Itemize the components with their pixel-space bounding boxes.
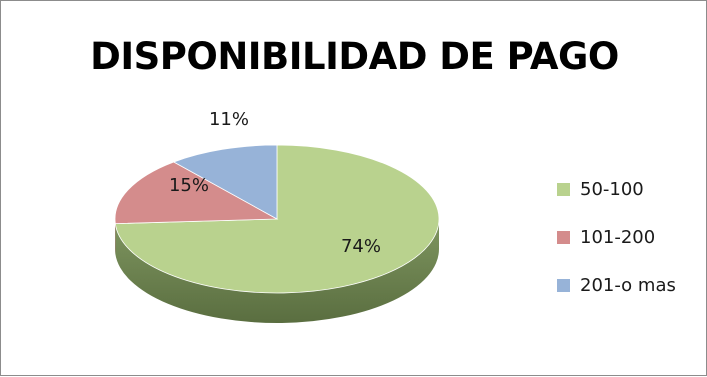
chart-title: DISPONIBILIDAD DE PAGO [1, 35, 707, 78]
legend-item: 201-o mas [557, 273, 702, 297]
legend-label: 201-o mas [580, 275, 676, 296]
legend-item: 50-100 [557, 177, 702, 201]
legend-swatch [557, 231, 570, 244]
legend-swatch [557, 279, 570, 292]
data-label: 15% [169, 175, 209, 196]
legend-item: 101-200 [557, 225, 702, 249]
data-label: 11% [209, 109, 249, 130]
data-label: 74% [341, 236, 381, 257]
legend-swatch [557, 183, 570, 196]
legend-label: 101-200 [580, 227, 655, 248]
legend: 50-100 101-200 201-o mas [557, 177, 702, 321]
legend-label: 50-100 [580, 179, 644, 200]
